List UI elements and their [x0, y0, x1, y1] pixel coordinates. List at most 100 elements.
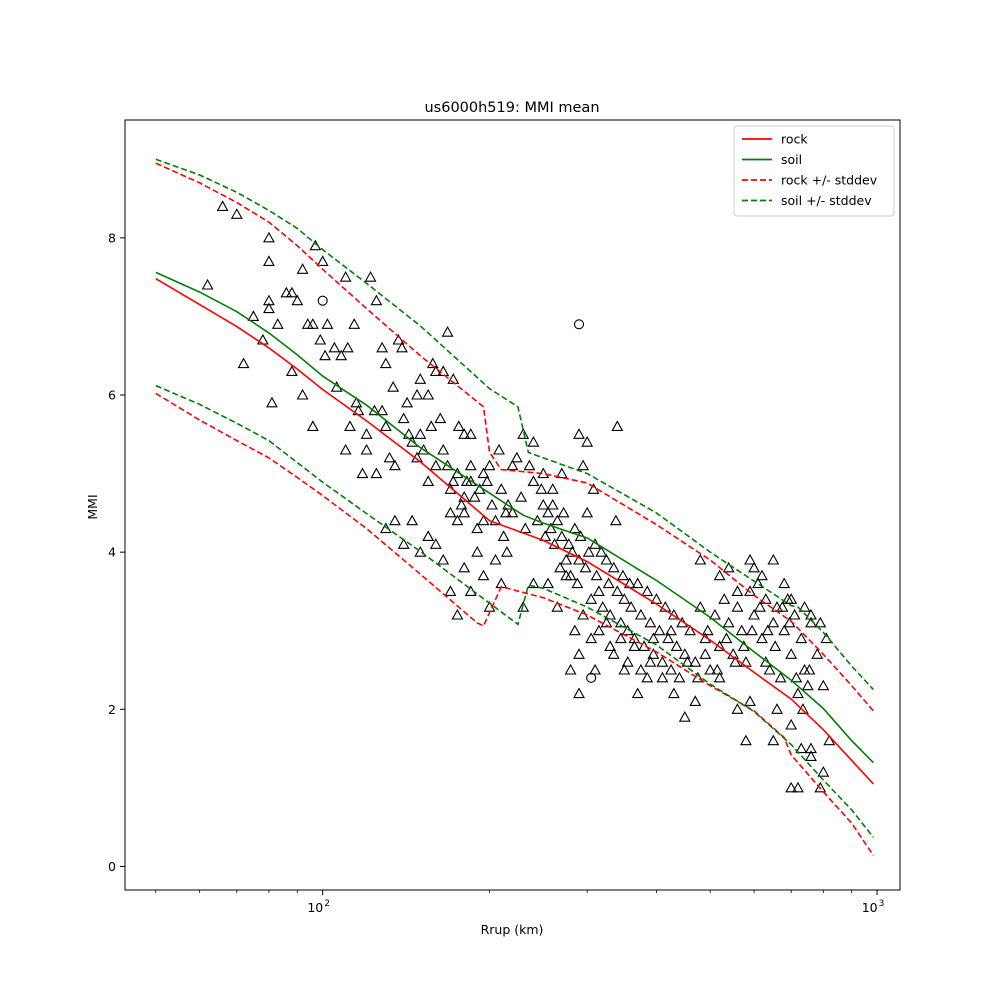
- dyfi-point: [579, 561, 592, 573]
- dyfi-point: [820, 632, 833, 644]
- dyfi-point: [348, 318, 361, 329]
- dyfi-point: [589, 663, 602, 675]
- dyfi-point: [708, 608, 721, 620]
- dyfi-point: [493, 443, 505, 455]
- dyfi-point: [678, 711, 691, 722]
- dyfi-point: [314, 333, 327, 345]
- dyfi-point: [523, 459, 536, 471]
- dyfi-point: [767, 616, 780, 628]
- dyfi-point: [691, 671, 704, 683]
- dyfi-point: [542, 506, 554, 518]
- dyfi-point: [795, 742, 808, 754]
- dyfi-point: [471, 522, 484, 534]
- dyfi-point: [573, 648, 585, 659]
- dyfi-point: [471, 546, 484, 557]
- dyfi-point: [483, 459, 496, 471]
- dyfi-point: [573, 428, 585, 439]
- dyfi-point: [611, 585, 624, 596]
- dyfi-point: [335, 349, 348, 361]
- dyfi-point: [634, 663, 647, 675]
- dyfi-point: [554, 561, 566, 573]
- dyfi-point: [263, 302, 275, 314]
- dyfi-point: [452, 420, 465, 431]
- instrumented-point: [317, 295, 328, 306]
- dyfi-point: [644, 656, 657, 667]
- dyfi-point: [414, 428, 427, 439]
- dyfi-point: [441, 326, 454, 337]
- axes-frame: [124, 119, 901, 891]
- dyfi-point: [641, 585, 654, 596]
- dyfi-point: [616, 569, 629, 581]
- dyfi-point: [631, 577, 644, 589]
- dyfi-point: [560, 553, 573, 565]
- dyfi-point: [746, 624, 758, 636]
- dyfi-point: [604, 640, 617, 651]
- dyfi-point: [704, 663, 717, 675]
- dyfi-point: [306, 318, 319, 329]
- dyfi-point: [585, 632, 598, 644]
- dyfi-point: [631, 687, 644, 699]
- dyfi-point: [527, 475, 540, 486]
- dyfi-point: [659, 601, 672, 612]
- dyfi-point: [713, 569, 726, 581]
- observations: [201, 200, 836, 793]
- y-tick-label: 8: [108, 230, 116, 245]
- dyfi-point: [379, 357, 392, 369]
- dyfi-point: [754, 601, 766, 612]
- dyfi-point: [814, 616, 827, 628]
- dyfi-point: [684, 624, 697, 636]
- dyfi-point: [592, 585, 605, 596]
- dyfi-point: [414, 373, 427, 384]
- dyfi-point: [447, 475, 460, 486]
- dyfi-point: [592, 624, 605, 636]
- dyfi-point: [609, 514, 622, 526]
- dyfi-point: [495, 483, 508, 494]
- dyfi-point: [316, 255, 329, 266]
- dyfi-point: [748, 561, 760, 573]
- dyfi-point: [401, 396, 414, 408]
- dyfi-point: [814, 781, 827, 793]
- dyfi-point: [422, 388, 435, 400]
- dyfi-point: [656, 671, 669, 683]
- dyfi-point: [489, 553, 502, 565]
- dyfi-point: [701, 624, 714, 636]
- dyfi-point: [681, 656, 694, 667]
- dyfi-point: [451, 608, 464, 620]
- dyfi-point: [720, 632, 733, 644]
- dyfi-point: [458, 428, 471, 439]
- dyfi-point: [731, 585, 744, 596]
- dyfi-point: [477, 569, 490, 581]
- dyfi-point: [562, 538, 575, 549]
- dyfi-point: [247, 310, 260, 321]
- dyfi-point: [237, 357, 250, 369]
- dyfi-point: [376, 404, 389, 416]
- dyfi-point: [356, 467, 369, 479]
- dyfi-point: [699, 648, 712, 659]
- series-rock: [155, 278, 874, 785]
- dyfi-point: [551, 514, 564, 526]
- dyfi-point: [464, 459, 477, 471]
- dyfi-point: [600, 616, 613, 628]
- dyfi-point: [790, 671, 803, 683]
- dyfi-point: [718, 593, 731, 604]
- dyfi-point: [376, 341, 389, 353]
- dyfi-point: [387, 381, 400, 392]
- dyfi-point: [571, 577, 584, 589]
- instrumented-point: [586, 672, 597, 683]
- dyfi-point: [722, 561, 735, 573]
- dyfi-point: [748, 608, 760, 620]
- dyfi-point: [546, 498, 559, 510]
- dyfi-point: [628, 640, 641, 651]
- dyfi-point: [801, 679, 814, 691]
- dyfi-point: [582, 546, 595, 557]
- legend-label: soil +/- stddev: [781, 193, 872, 208]
- dyfi-point: [803, 663, 816, 675]
- dyfi-point: [321, 318, 334, 329]
- dyfi-point: [673, 671, 686, 683]
- dyfi-point: [517, 601, 530, 612]
- x-axis-label: Rrup (km): [481, 922, 544, 937]
- dyfi-point: [339, 271, 352, 282]
- dyfi-point: [656, 656, 669, 667]
- dyfi-point: [792, 687, 804, 699]
- dyfi-point: [527, 436, 540, 447]
